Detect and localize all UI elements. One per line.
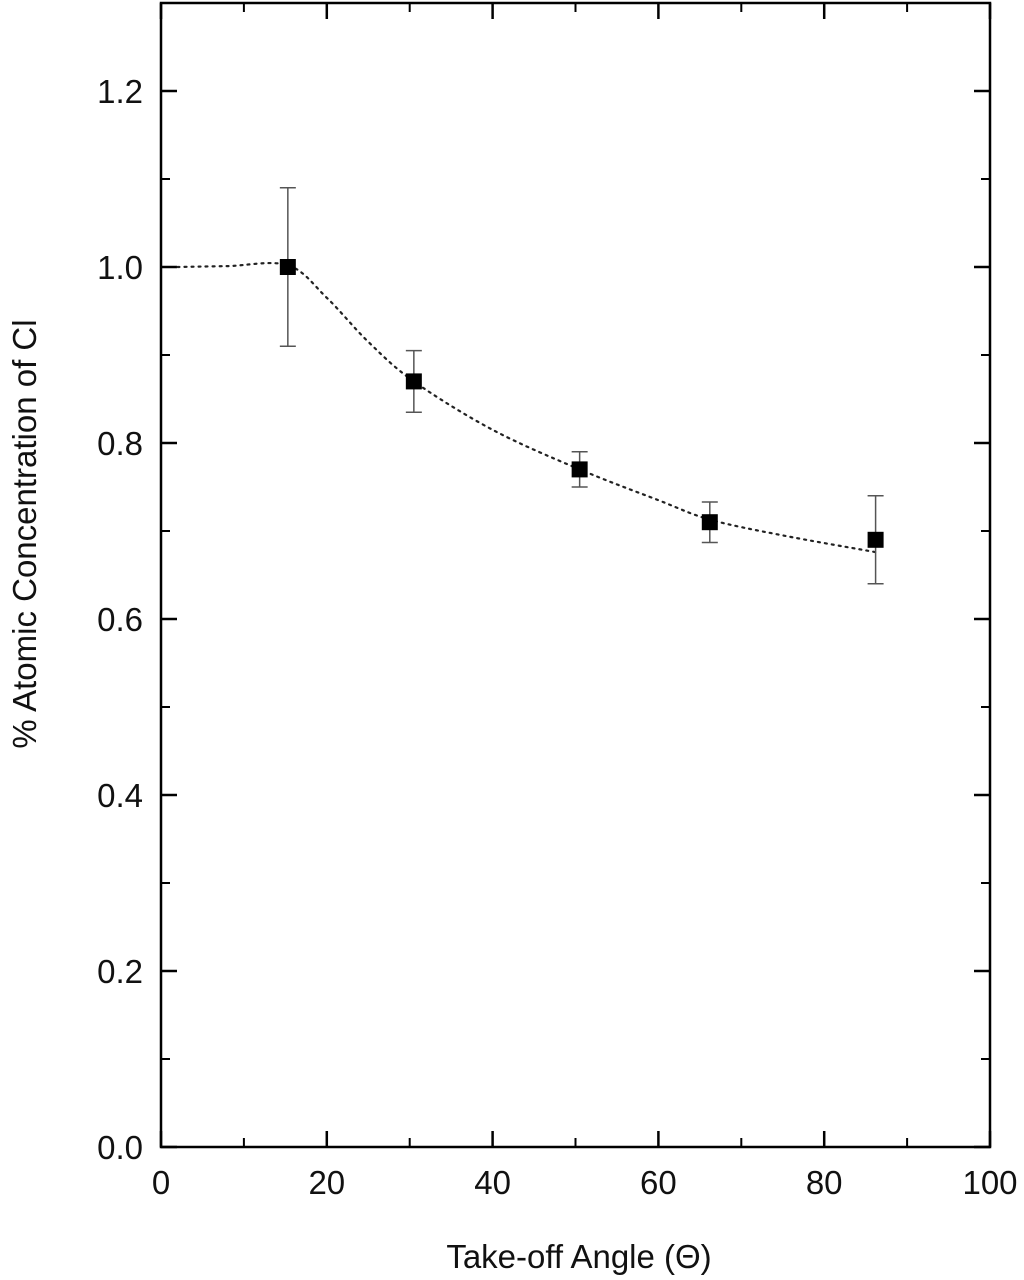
trend-line [176, 262, 877, 554]
x-tick-label: 40 [474, 1164, 511, 1201]
trend-line-layer [176, 262, 877, 554]
y-tick-label: 0.0 [97, 1129, 143, 1166]
y-tick-label: 0.2 [97, 953, 143, 990]
axis-labels: 0 20 40 60 80 100 0.0 0.2 0.4 0.6 0.8 1.0 1.2 [97, 73, 1017, 1201]
data-point-marker [701, 514, 718, 531]
data-point-marker [571, 461, 588, 478]
x-tick-label: 20 [308, 1164, 345, 1201]
y-tick-label: 0.6 [97, 601, 143, 638]
x-tick-label: 80 [806, 1164, 843, 1201]
data-points [279, 259, 884, 548]
y-axis-title: % Atomic Concentration of Cl [6, 319, 43, 748]
x-tick-label: 100 [962, 1164, 1017, 1201]
y-tick-label: 1.0 [97, 249, 143, 286]
x-axis-title: Take-off Angle (Θ) [446, 1238, 711, 1275]
y-tick-label: 0.4 [97, 777, 143, 814]
data-point-marker [405, 373, 422, 390]
data-point-marker [279, 259, 296, 275]
plot-frame [159, 1, 992, 1149]
axes [159, 1, 992, 1149]
x-tick-label: 0 [152, 1164, 170, 1201]
x-tick-label: 60 [640, 1164, 677, 1201]
error-bars [279, 187, 884, 585]
y-tick-label: 0.8 [97, 425, 143, 462]
y-tick-label: 1.2 [97, 73, 143, 110]
data-point-marker [867, 531, 884, 548]
